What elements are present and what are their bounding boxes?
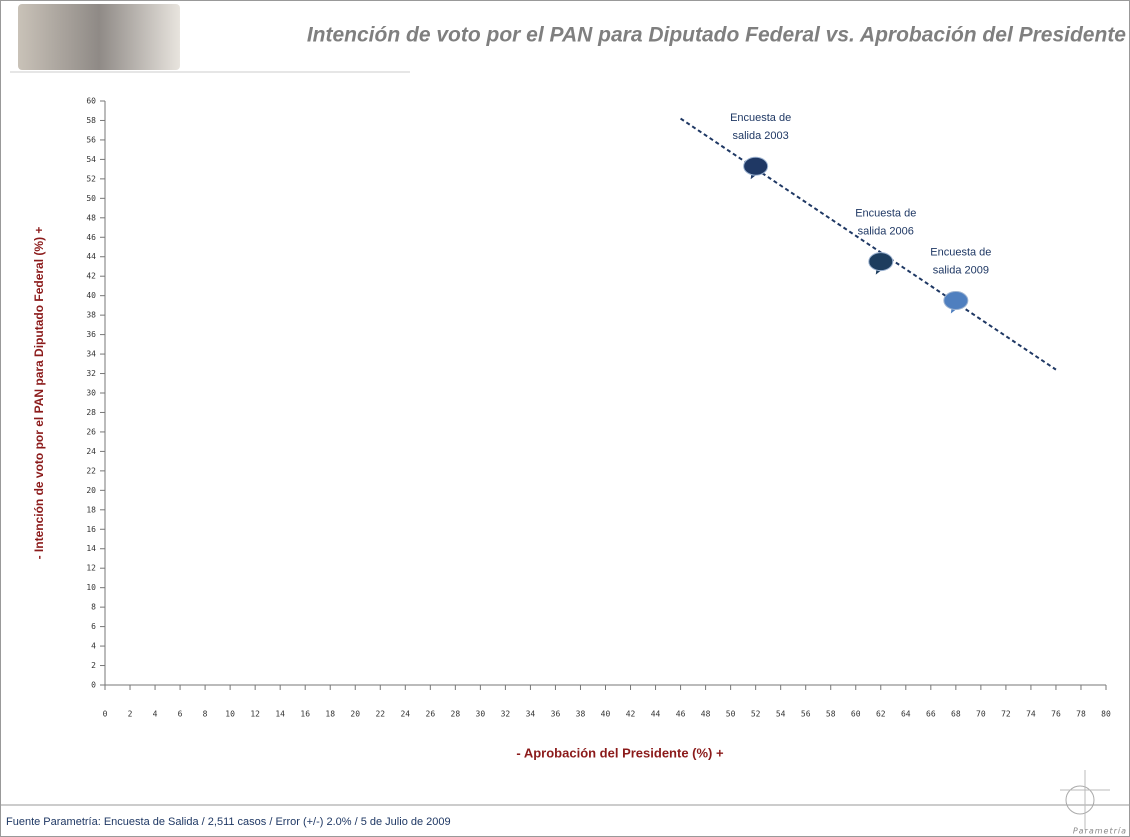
x-tick-label: 12 [250,710,260,719]
x-tick-label: 64 [901,710,911,719]
y-tick-label: 6 [91,622,96,631]
y-tick-label: 28 [86,408,96,417]
y-tick-label: 10 [86,583,96,592]
point-label: salida 2003 [733,130,789,142]
y-tick-label: 8 [91,603,96,612]
x-tick-label: 10 [225,710,235,719]
x-tick-label: 24 [400,710,410,719]
x-tick-label: 38 [576,710,586,719]
x-tick-label: 16 [300,710,310,719]
x-tick-label: 54 [776,710,786,719]
y-tick-label: 12 [86,564,96,573]
x-tick-label: 40 [601,710,611,719]
header-photo [18,4,180,70]
y-tick-label: 48 [86,213,96,222]
y-tick-label: 36 [86,330,96,339]
y-tick-label: 14 [86,544,96,553]
x-tick-label: 68 [951,710,961,719]
y-tick-label: 38 [86,311,96,320]
source-note: Fuente Parametría: Encuesta de Salida / … [6,816,451,828]
x-tick-label: 58 [826,710,836,719]
x-tick-label: 80 [1101,710,1111,719]
x-tick-label: 20 [350,710,360,719]
x-tick-label: 76 [1051,710,1061,719]
x-tick-label: 62 [876,710,886,719]
x-tick-label: 50 [726,710,736,719]
x-tick-label: 70 [976,710,986,719]
y-tick-label: 4 [91,642,96,651]
y-tick-label: 42 [86,272,96,281]
y-tick-label: 2 [91,661,96,670]
x-tick-label: 14 [275,710,285,719]
x-tick-label: 32 [501,710,511,719]
y-tick-label: 26 [86,427,96,436]
x-tick-label: 52 [751,710,761,719]
y-tick-label: 56 [86,135,96,144]
y-tick-label: 44 [86,252,96,261]
x-tick-label: 42 [626,710,636,719]
point-label: Encuesta de [730,112,791,124]
y-tick-label: 24 [86,447,96,456]
point-label: Encuesta de [855,208,916,220]
point-label: Encuesta de [930,246,991,258]
x-tick-label: 74 [1026,710,1036,719]
y-axis-title: - Intención de voto por el PAN para Dipu… [32,227,46,560]
x-tick-label: 56 [801,710,811,719]
x-axis-title: - Aprobación del Presidente (%) + [516,745,724,760]
logo: Parametría [1060,770,1127,836]
y-tick-label: 22 [86,466,96,475]
y-tick-label: 54 [86,155,96,164]
x-tick-label: 34 [526,710,536,719]
x-tick-label: 22 [375,710,385,719]
x-tick-label: 18 [325,710,335,719]
x-tick-label: 6 [178,710,183,719]
point-label: salida 2009 [933,264,989,276]
x-tick-label: 60 [851,710,861,719]
marker [743,156,769,176]
chart-title: Intención de voto por el PAN para Diputa… [307,24,1126,47]
y-tick-label: 18 [86,505,96,514]
x-tick-label: 4 [153,710,158,719]
x-tick-label: 46 [676,710,686,719]
y-tick-label: 34 [86,350,96,359]
x-tick-label: 48 [701,710,711,719]
y-tick-label: 0 [91,681,96,690]
trend-line [680,117,1057,371]
x-tick-label: 28 [451,710,461,719]
y-tick-label: 16 [86,525,96,534]
x-tick-label: 8 [203,710,208,719]
x-tick-label: 2 [128,710,133,719]
y-tick-label: 52 [86,174,96,183]
point-label: salida 2006 [858,226,914,238]
x-tick-label: 72 [1001,710,1011,719]
y-tick-label: 40 [86,291,96,300]
y-tick-label: 46 [86,233,96,242]
x-tick-label: 26 [426,710,436,719]
marker [943,291,969,311]
y-tick-label: 20 [86,486,96,495]
x-tick-label: 78 [1076,710,1086,719]
x-tick-label: 30 [476,710,486,719]
marker [868,252,894,272]
logo-text: Parametría [1073,827,1127,836]
y-tick-label: 50 [86,194,96,203]
x-tick-label: 36 [551,710,561,719]
x-tick-label: 44 [651,710,661,719]
y-tick-label: 32 [86,369,96,378]
y-tick-label: 60 [86,97,96,106]
x-tick-label: 66 [926,710,936,719]
y-tick-label: 58 [86,116,96,125]
y-tick-label: 30 [86,389,96,398]
x-tick-label: 0 [103,710,108,719]
